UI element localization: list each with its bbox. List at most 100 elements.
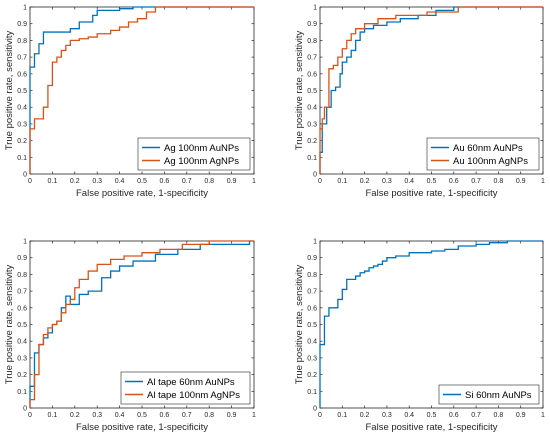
- x-tick-label: 0.3: [92, 178, 102, 185]
- x-tick-label: 0.6: [160, 178, 170, 185]
- x-tick-label: 0.6: [449, 412, 459, 419]
- y-tick-label: 0.7: [307, 289, 317, 296]
- y-tick-label: 0.3: [307, 121, 317, 128]
- y-tick-label: 0.6: [17, 71, 27, 78]
- legend-label: Ag 100nm AuNPs: [164, 143, 239, 154]
- x-tick-label: 0.4: [115, 412, 125, 419]
- x-tick-label: 0.3: [92, 412, 102, 419]
- y-tick-label: 0.6: [17, 305, 27, 312]
- y-tick-label: 0.9: [307, 21, 317, 28]
- x-tick-label: 0.9: [227, 412, 237, 419]
- legend-box: [426, 137, 540, 171]
- x-tick-label: 0.3: [382, 412, 392, 419]
- y-tick-label: 0.8: [307, 272, 317, 279]
- legend-label: Si 60nm AuNPs: [465, 390, 532, 401]
- axes-box: [319, 240, 544, 409]
- y-tick-label: 0.5: [307, 88, 317, 95]
- y-axis-label: True positive rate, sensitivity: [4, 31, 15, 151]
- x-tick-label: 0.2: [70, 178, 80, 185]
- legend-label: Al tape 60nm AuNPs: [147, 377, 235, 388]
- series-line-2: [319, 6, 543, 174]
- y-tick-label: 0.9: [17, 255, 27, 262]
- legend-box: [120, 371, 251, 405]
- x-tick-label: 0: [28, 412, 32, 419]
- x-tick-label: 0.9: [227, 178, 237, 185]
- x-tick-label: 0.7: [471, 412, 481, 419]
- y-tick-label: 0: [313, 172, 317, 179]
- y-tick-label: 0.4: [17, 339, 27, 346]
- x-tick-label: 0.1: [337, 412, 347, 419]
- legend-label: Ag 100nm AgNPs: [164, 156, 239, 167]
- y-tick-label: 0.2: [307, 138, 317, 145]
- y-tick-label: 0.4: [307, 105, 317, 112]
- x-axis-label: False positive rate, 1-specificity: [76, 422, 208, 433]
- x-tick-label: 0.1: [48, 412, 58, 419]
- x-tick-label: 0.3: [382, 178, 392, 185]
- x-tick-label: 0.4: [115, 178, 125, 185]
- x-tick-label: 0.2: [360, 412, 370, 419]
- x-tick-label: 0.7: [182, 412, 192, 419]
- x-tick-label: 0: [28, 178, 32, 185]
- x-tick-label: 0.8: [494, 178, 504, 185]
- y-tick-label: 0.1: [17, 155, 27, 162]
- legend: Ag 100nm AuNPs Ag 100nm AgNPs: [137, 137, 251, 171]
- y-tick-label: 0.1: [307, 155, 317, 162]
- y-tick-label: 1: [23, 239, 27, 246]
- y-tick-label: 0.4: [17, 105, 27, 112]
- x-tick-label: 0.4: [404, 178, 414, 185]
- y-tick-label: 0.7: [17, 289, 27, 296]
- y-axis-label: True positive rate, sensitivity: [294, 265, 305, 385]
- y-tick-label: 1: [23, 5, 27, 12]
- y-tick-label: 0.3: [17, 121, 27, 128]
- y-tick-label: 0.9: [17, 21, 27, 28]
- y-tick-label: 0.1: [307, 389, 317, 396]
- y-tick-label: 0.4: [307, 339, 317, 346]
- y-tick-label: 0.2: [17, 138, 27, 145]
- x-tick-label: 0.1: [48, 178, 58, 185]
- y-tick-label: 0.9: [307, 255, 317, 262]
- legend-label: Au 100nm AgNPs: [453, 156, 528, 167]
- x-tick-label: 1: [541, 178, 545, 185]
- legend: Au 60nm AuNPs Au 100nm AgNPs: [426, 137, 540, 171]
- x-tick-label: 0.8: [204, 178, 214, 185]
- x-tick-label: 1: [252, 412, 256, 419]
- x-tick-label: 0: [318, 412, 322, 419]
- x-tick-label: 0.8: [494, 412, 504, 419]
- x-tick-label: 0.5: [137, 178, 147, 185]
- x-tick-label: 0.7: [471, 178, 481, 185]
- x-tick-label: 0.7: [182, 178, 192, 185]
- y-tick-label: 0: [23, 172, 27, 179]
- legend: Si 60nm AuNPs: [438, 384, 540, 405]
- y-tick-label: 0.1: [17, 389, 27, 396]
- x-tick-label: 0.8: [204, 412, 214, 419]
- x-axis-label: False positive rate, 1-specificity: [366, 422, 498, 433]
- x-tick-label: 1: [252, 178, 256, 185]
- chart-panel-1: 0 0.1 0.2 0.3 0.4 0.5 0.6 0.7 0.8 0.9 1 0 0.1 0.2 0.3 0…: [4, 5, 256, 200]
- x-tick-label: 0: [318, 178, 322, 185]
- y-tick-label: 0.6: [307, 71, 317, 78]
- chart-panel-3: 0 0.1 0.2 0.3 0.4 0.5 0.6 0.7 0.8 0.9 1 0 0.1 0.2 0.3 0…: [4, 239, 256, 434]
- y-tick-label: 0.2: [307, 372, 317, 379]
- legend-label: Au 60nm AuNPs: [453, 143, 523, 154]
- y-tick-label: 0: [313, 406, 317, 413]
- x-tick-label: 0.2: [70, 412, 80, 419]
- y-tick-label: 0.8: [17, 38, 27, 45]
- legend-box: [438, 384, 540, 405]
- y-tick-label: 0.8: [307, 38, 317, 45]
- legend-label: Al tape 100nm AgNPs: [147, 390, 240, 401]
- x-tick-label: 0.5: [427, 178, 437, 185]
- series-line-2: [29, 240, 254, 408]
- y-tick-label: 0.8: [17, 272, 27, 279]
- x-tick-label: 0.4: [404, 412, 414, 419]
- y-tick-label: 0.5: [17, 322, 27, 329]
- x-tick-label: 0.2: [360, 178, 370, 185]
- y-tick-label: 0.7: [307, 55, 317, 62]
- y-tick-label: 0.7: [17, 55, 27, 62]
- x-tick-label: 1: [541, 412, 545, 419]
- x-tick-label: 0.1: [337, 178, 347, 185]
- legend: Al tape 60nm AuNPs Al tape 100nm AgNPs: [120, 371, 251, 405]
- y-axis-label: True positive rate, sensitivity: [294, 31, 305, 151]
- x-axis-label: False positive rate, 1-specificity: [366, 188, 498, 199]
- y-tick-label: 0.2: [17, 372, 27, 379]
